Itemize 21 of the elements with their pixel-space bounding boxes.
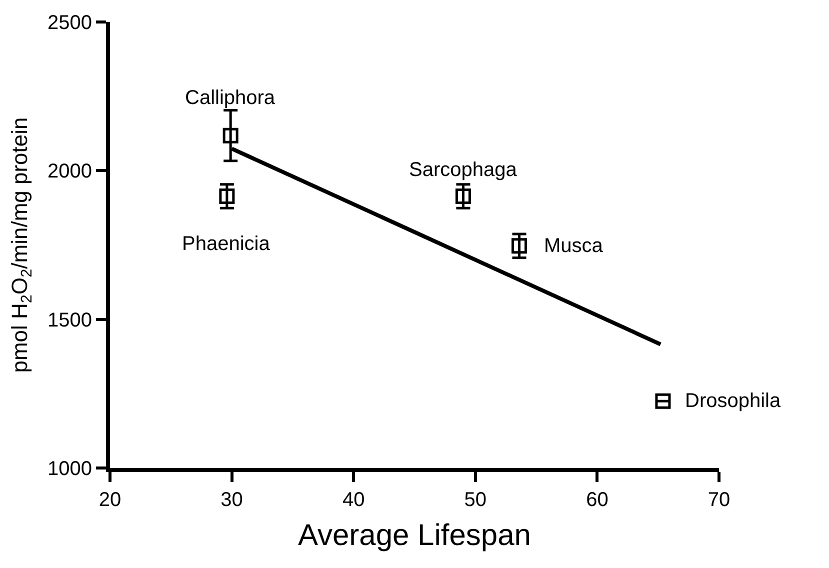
x-axis-title: Average Lifespan — [298, 519, 531, 552]
annotation: Musca — [544, 235, 604, 257]
x-tick-label: 70 — [708, 489, 730, 511]
y-tick-label: 2500 — [48, 12, 92, 34]
x-tick-label: 20 — [98, 489, 122, 511]
x-tick-label: 40 — [342, 489, 365, 511]
y-tick-label: 2000 — [48, 160, 92, 183]
y-tick-label: 1500 — [48, 309, 92, 332]
point — [655, 393, 671, 409]
x-tick-label: 50 — [464, 489, 487, 511]
point — [219, 188, 235, 204]
annotation: Drosophila — [685, 390, 782, 412]
point — [222, 128, 238, 144]
annotation: Sarcophaga — [409, 159, 518, 181]
point — [455, 188, 471, 204]
x-tick-label: 30 — [220, 489, 243, 511]
y-tick-label: 1000 — [48, 458, 92, 480]
x-tick-label: 60 — [586, 489, 608, 511]
point — [512, 238, 527, 254]
annotation: Phaenicia — [182, 233, 271, 255]
annotation: Calliphora — [185, 87, 276, 109]
